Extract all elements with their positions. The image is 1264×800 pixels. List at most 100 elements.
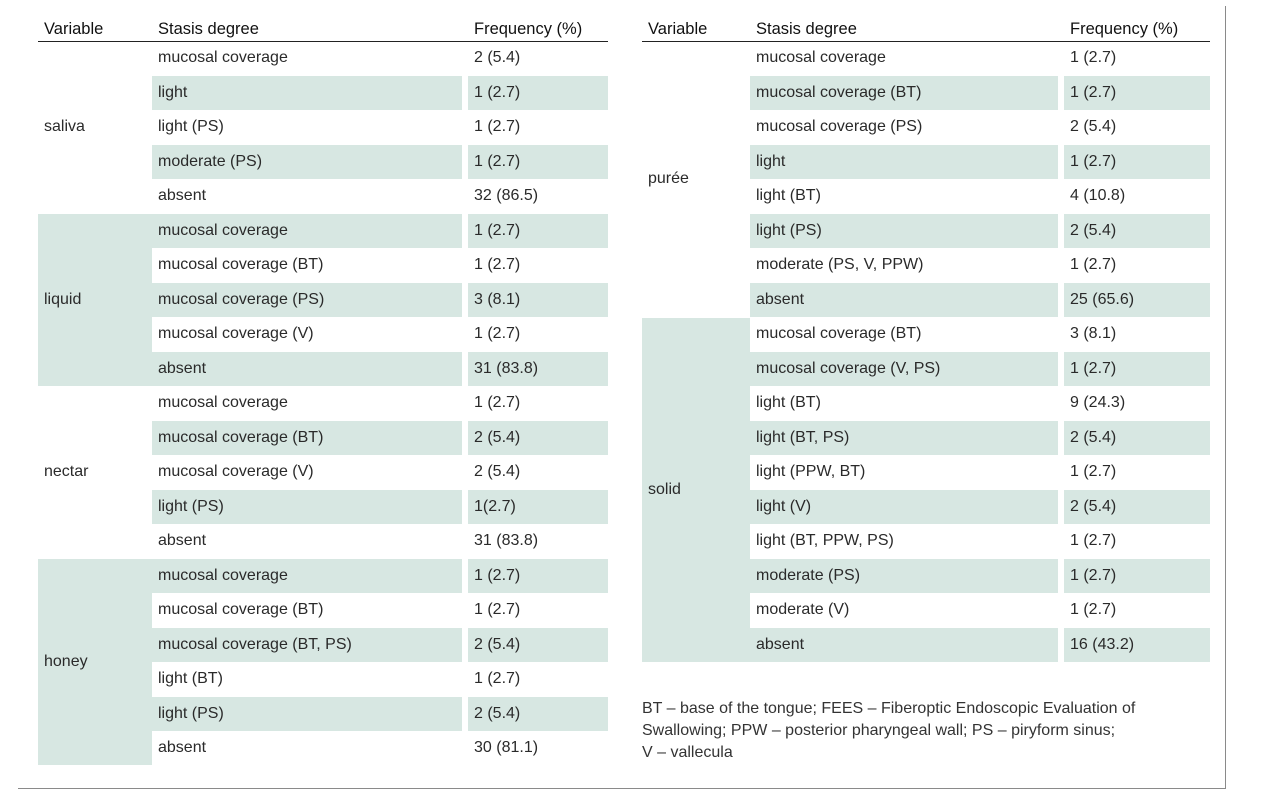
stasis-degree-cell: light (BT)	[750, 386, 1058, 421]
table-row: mucosal coverage (V) 2 (5.4)	[38, 455, 608, 490]
stasis-degree-cell: absent	[750, 627, 1058, 663]
table-row: absent 30 (81.1)	[38, 731, 608, 766]
frequency-cell: 30 (81.1)	[468, 731, 608, 766]
footnote-line: BT – base of the tongue; FEES – Fiberopt…	[642, 700, 1136, 717]
stasis-degree-cell: mucosal coverage	[152, 213, 462, 249]
page-frame	[18, 6, 1226, 789]
table-header-row: Variable Stasis degree Frequency (%)	[38, 14, 608, 42]
stasis-degree-cell: absent	[152, 351, 462, 387]
stasis-degree-cell: light (PS)	[152, 489, 462, 525]
frequency-cell: 1 (2.7)	[468, 593, 608, 628]
stasis-degree-cell: light (BT, PS)	[750, 420, 1058, 456]
table-row: moderate (PS) 1 (2.7)	[642, 558, 1210, 594]
table-row: absent 32 (86.5)	[38, 179, 608, 214]
frequency-cell: 32 (86.5)	[468, 179, 608, 214]
table-row: absent 16 (43.2)	[642, 627, 1210, 663]
frequency-cell: 2 (5.4)	[1064, 110, 1210, 145]
header-frequency: Frequency (%)	[1064, 14, 1210, 42]
stasis-degree-cell: absent	[152, 179, 462, 214]
stasis-degree-cell: mucosal coverage (BT)	[152, 248, 462, 283]
stasis-table-right: Variable Stasis degree Frequency (%) pur…	[642, 14, 1210, 663]
stasis-degree-cell: moderate (PS)	[152, 144, 462, 180]
stasis-degree-cell: mucosal coverage	[152, 386, 462, 421]
frequency-cell: 4 (10.8)	[1064, 179, 1210, 214]
table-row: light (BT, PS) 2 (5.4)	[642, 420, 1210, 456]
header-stasis-degree: Stasis degree	[750, 14, 1058, 42]
table-row: absent 31 (83.8)	[38, 524, 608, 559]
frequency-cell: 1 (2.7)	[468, 386, 608, 421]
stasis-degree-cell: moderate (PS)	[750, 558, 1058, 594]
table-row: light (BT, PPW, PS) 1 (2.7)	[642, 524, 1210, 559]
variable-cell: nectar	[38, 386, 152, 559]
stasis-degree-cell: absent	[152, 731, 462, 766]
frequency-cell: 1 (2.7)	[468, 75, 608, 111]
table-row: absent 31 (83.8)	[38, 351, 608, 387]
table-row: mucosal coverage (V) 1 (2.7)	[38, 317, 608, 352]
table-row: mucosal coverage (BT) 2 (5.4)	[38, 420, 608, 456]
frequency-cell: 31 (83.8)	[468, 524, 608, 559]
frequency-cell: 1 (2.7)	[1064, 41, 1210, 76]
header-variable: Variable	[38, 14, 152, 42]
table-row: light (PS) 1 (2.7)	[38, 110, 608, 145]
stasis-degree-cell: mucosal coverage (BT)	[750, 75, 1058, 111]
frequency-cell: 31 (83.8)	[468, 351, 608, 387]
variable-cell: liquid	[38, 213, 152, 387]
stasis-degree-cell: mucosal coverage (V, PS)	[750, 351, 1058, 387]
frequency-cell: 1 (2.7)	[1064, 593, 1210, 628]
stasis-degree-cell: light (BT)	[750, 179, 1058, 214]
variable-cell: purée	[642, 41, 750, 318]
table-row: purée mucosal coverage 1 (2.7)	[642, 41, 1210, 318]
table-row: light (PS) 1(2.7)	[38, 489, 608, 525]
table-row: mucosal coverage (PS) 2 (5.4)	[642, 110, 1210, 145]
stasis-degree-cell: light	[152, 75, 462, 111]
variable-cell: honey	[38, 558, 152, 766]
header-stasis-degree: Stasis degree	[152, 14, 462, 42]
frequency-cell: 1 (2.7)	[468, 110, 608, 145]
table-row: light (BT) 4 (10.8)	[642, 179, 1210, 214]
variable-cell: saliva	[38, 41, 152, 214]
stasis-degree-cell: light (V)	[750, 489, 1058, 525]
frequency-cell: 1 (2.7)	[1064, 75, 1210, 111]
stasis-degree-cell: light (BT)	[152, 662, 462, 697]
frequency-cell: 1 (2.7)	[468, 144, 608, 180]
frequency-cell: 1 (2.7)	[468, 317, 608, 352]
stasis-degree-cell: mucosal coverage (BT)	[750, 317, 1058, 352]
table-row: moderate (PS) 1 (2.7)	[38, 144, 608, 180]
frequency-cell: 25 (65.6)	[1064, 282, 1210, 318]
stasis-degree-cell: mucosal coverage (BT)	[152, 593, 462, 628]
frequency-cell: 2 (5.4)	[468, 696, 608, 732]
frequency-cell: 2 (5.4)	[468, 455, 608, 490]
table-row: light (BT) 1 (2.7)	[38, 662, 608, 697]
frequency-cell: 3 (8.1)	[1064, 317, 1210, 352]
table-row: moderate (V) 1 (2.7)	[642, 593, 1210, 628]
stasis-degree-cell: mucosal coverage (BT, PS)	[152, 627, 462, 663]
frequency-cell: 2 (5.4)	[468, 420, 608, 456]
frequency-cell: 1 (2.7)	[1064, 351, 1210, 387]
frequency-cell: 1 (2.7)	[1064, 248, 1210, 283]
table-row: light 1 (2.7)	[642, 144, 1210, 180]
frequency-cell: 1(2.7)	[468, 489, 608, 525]
table-row: mucosal coverage (BT) 1 (2.7)	[38, 248, 608, 283]
frequency-cell: 1 (2.7)	[1064, 144, 1210, 180]
table-row: mucosal coverage (V, PS) 1 (2.7)	[642, 351, 1210, 387]
stasis-degree-cell: light (PS)	[750, 213, 1058, 249]
header-variable: Variable	[642, 14, 750, 42]
stasis-degree-cell: absent	[152, 524, 462, 559]
table-row: light (PS) 2 (5.4)	[38, 696, 608, 732]
stasis-degree-cell: mucosal coverage (V)	[152, 317, 462, 352]
stasis-degree-cell: moderate (V)	[750, 593, 1058, 628]
stasis-degree-cell: light (BT, PPW, PS)	[750, 524, 1058, 559]
stasis-degree-cell: light (PS)	[152, 110, 462, 145]
table-row: light 1 (2.7)	[38, 75, 608, 111]
frequency-cell: 1 (2.7)	[468, 662, 608, 697]
stasis-degree-cell: mucosal coverage (BT)	[152, 420, 462, 456]
table-row: mucosal coverage (BT) 1 (2.7)	[38, 593, 608, 628]
table-row: honey mucosal coverage 1 (2.7)	[38, 558, 608, 766]
table-row: absent 25 (65.6)	[642, 282, 1210, 318]
stasis-degree-cell: mucosal coverage	[152, 41, 462, 76]
table-footnote: BT – base of the tongue; FEES – Fiberopt…	[642, 698, 1220, 764]
frequency-cell: 1 (2.7)	[468, 213, 608, 249]
frequency-cell: 16 (43.2)	[1064, 627, 1210, 663]
footnote-line: V – vallecula	[642, 744, 733, 761]
header-frequency: Frequency (%)	[468, 14, 608, 42]
